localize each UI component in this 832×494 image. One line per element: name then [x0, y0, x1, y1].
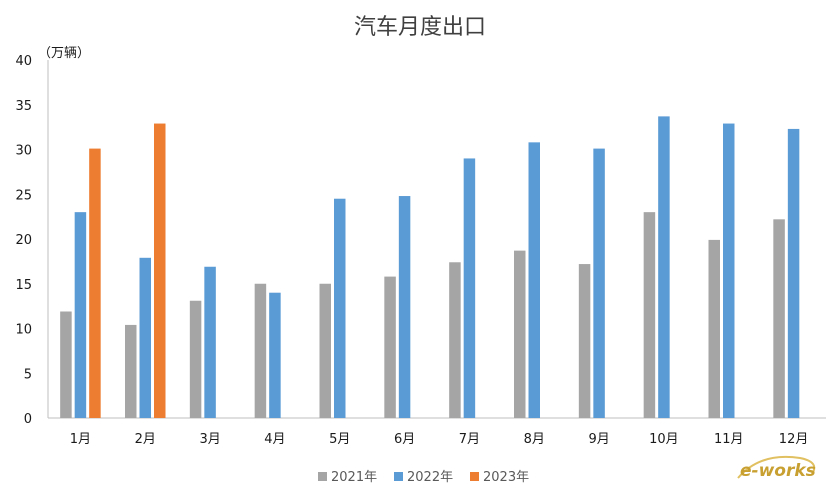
- legend: 2021年 2022年 2023年: [318, 470, 529, 485]
- bar-2021年-5月: [319, 283, 331, 418]
- y-tick-label: 35: [15, 99, 32, 114]
- bar-2022年-6月: [398, 196, 411, 418]
- y-axis-unit-label: （万辆）: [38, 46, 90, 61]
- bar-2022年-10月: [658, 116, 670, 418]
- y-tick-label: 30: [15, 144, 32, 159]
- bar-2021年-9月: [578, 264, 591, 418]
- x-tick-label: 2月: [135, 432, 156, 447]
- bars: [60, 116, 800, 419]
- y-tick-label: 15: [15, 278, 32, 293]
- x-tick-label: 1月: [70, 432, 91, 447]
- bar-2022年-2月: [139, 257, 151, 418]
- y-tick-label: 40: [15, 54, 32, 69]
- bar-2023年-2月: [154, 123, 166, 419]
- x-tick-label: 10月: [649, 432, 679, 447]
- bar-2021年-11月: [708, 239, 720, 418]
- bar-2022年-5月: [334, 198, 346, 418]
- bar-2022年-1月: [74, 212, 87, 418]
- legend-label: 2023年: [483, 470, 529, 485]
- bar-2022年-8月: [528, 142, 540, 418]
- bar-2022年-9月: [593, 148, 605, 418]
- bar-2021年-7月: [449, 262, 461, 418]
- x-tick-label: 11月: [714, 432, 744, 447]
- y-tick-label: 20: [15, 233, 32, 248]
- legend-swatch: [470, 472, 479, 481]
- bar-2022年-7月: [463, 158, 476, 418]
- x-axis-ticks: 1月 2月 3月 4月 5月 6月 7月 8月 9月 10月 11月 12月: [70, 432, 809, 447]
- x-tick-label: 4月: [264, 432, 285, 447]
- x-tick-label: 6月: [394, 432, 415, 447]
- bar-2021年-12月: [773, 219, 785, 418]
- y-tick-label: 25: [15, 188, 32, 203]
- y-tick-label: 5: [24, 367, 32, 382]
- y-axis-ticks: 0 5 10 15 20 25 30 35 40: [15, 54, 32, 427]
- x-tick-label: 12月: [779, 432, 809, 447]
- x-tick-label: 9月: [588, 432, 609, 447]
- y-tick-label: 10: [15, 323, 32, 338]
- legend-swatch: [394, 472, 403, 481]
- legend-label: 2022年: [407, 470, 453, 485]
- x-tick-label: 3月: [199, 432, 220, 447]
- watermark-logo: e-works: [737, 455, 816, 481]
- watermark-text: e-works: [740, 461, 816, 481]
- legend-label: 2021年: [331, 470, 377, 485]
- y-tick-label: 0: [24, 412, 32, 427]
- chart-title: 汽车月度出口: [354, 15, 486, 40]
- bar-2021年-4月: [254, 283, 267, 418]
- bar-2021年-6月: [384, 276, 396, 418]
- bar-2021年-2月: [125, 324, 137, 418]
- bar-2022年-11月: [723, 123, 735, 419]
- bar-2021年-3月: [189, 300, 202, 418]
- legend-swatch: [318, 472, 327, 481]
- bar-2022年-3月: [204, 266, 216, 418]
- bar-2021年-10月: [643, 212, 656, 418]
- bar-2021年-1月: [60, 311, 72, 418]
- bar-2021年-8月: [514, 250, 526, 418]
- x-tick-label: 7月: [459, 432, 480, 447]
- bar-2022年-12月: [787, 128, 800, 419]
- watermark-swoosh: [737, 455, 816, 479]
- x-tick-label: 5月: [329, 432, 350, 447]
- bar-2023年-1月: [89, 148, 101, 418]
- x-tick-label: 8月: [524, 432, 545, 447]
- bar-2022年-4月: [269, 292, 281, 418]
